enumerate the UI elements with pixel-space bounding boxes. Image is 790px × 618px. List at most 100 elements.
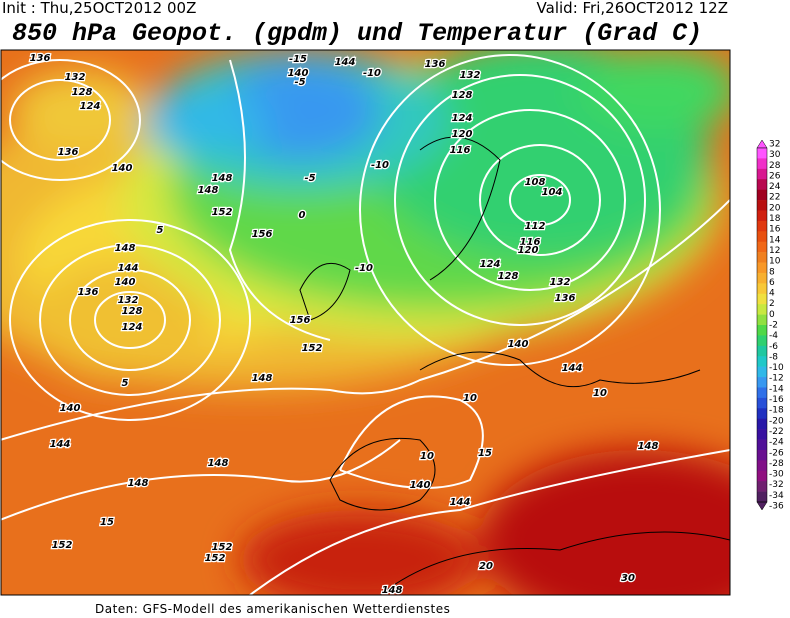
contour-label: 148 [208,458,229,469]
contour-label: 15 [100,517,114,528]
colorbar-segment [757,148,767,159]
colorbar-label: -30 [769,470,784,480]
colorbar-segment [757,387,767,399]
colorbar-segment [757,200,767,211]
contour-label: 30 [621,573,635,584]
contour-label: 5 [122,378,129,389]
contour-label: 140 [288,68,309,79]
contour-label: 140 [410,480,431,491]
contour-label: 148 [128,478,149,489]
contour-label: 136 [30,53,51,64]
contour-label: 124 [80,101,101,112]
colorbar-label: -24 [769,438,784,448]
colorbar-segment [757,429,767,440]
contour-label: 136 [78,287,99,298]
colorbar-segment [757,345,767,357]
colorbar-label: 22 [769,193,780,203]
contour-label: 10 [593,388,607,399]
colorbar-label: -26 [769,448,784,458]
map-area: 1361321281241361401481521561481441401361… [1,50,730,596]
contour-label: 116 [450,145,471,156]
colorbar-segment [757,408,767,420]
colorbar-segment [757,335,767,347]
colorbar-segment [757,304,767,315]
colorbar-segment [757,366,767,378]
contour-label: -5 [304,173,315,184]
colorbar-label: 28 [769,161,781,171]
colorbar-segment [757,356,767,367]
colorbar-segment [757,241,767,253]
contour-label: 144 [450,497,471,508]
contour-label: 20 [479,561,493,572]
colorbar-segment [757,210,767,222]
colorbar-label: 24 [769,182,781,192]
contour-label: 140 [508,339,529,350]
colorbar-segment [757,293,767,305]
contour-label: 128 [122,306,143,317]
colorbar-segment [757,189,767,201]
contour-label: 128 [72,87,93,98]
colorbar-label: -4 [769,331,778,341]
colorbar-label: 30 [769,150,781,160]
colorbar-label: -16 [769,395,784,405]
colorbar-segment [757,377,767,388]
contour-label: 120 [452,129,473,140]
contour-label: 136 [425,59,446,70]
contour-label: 152 [205,553,226,564]
colorbar-segment [757,481,767,492]
colorbar-segment [757,220,767,232]
contour-label: 116 [520,237,541,248]
colorbar-segment [757,168,767,180]
colorbar-label: -18 [769,406,784,416]
contour-label: 10 [463,393,477,404]
colorbar-segment [757,460,767,472]
colorbar-label: -20 [769,416,784,426]
contour-label: 144 [562,363,583,374]
map-frame [0,49,731,596]
colorbar-label: -8 [769,352,778,362]
contour-label: 0 [299,210,306,221]
contour-label: 124 [452,113,473,124]
contour-label: 152 [212,542,233,553]
colorbar-label: 26 [769,171,781,181]
contour-label: 140 [115,277,136,288]
colorbar-label: 10 [769,257,781,267]
colorbar-bottom-arrow [756,501,768,511]
contour-label: 132 [550,277,571,288]
contour-label: 152 [302,343,323,354]
valid-time: Valid: Fri,26OCT2012 12Z [537,0,728,17]
contour-label: 10 [420,451,434,462]
colorbar-label: -36 [769,502,784,512]
colorbar-label: -28 [769,459,784,469]
colorbar-segment [757,397,767,409]
colorbar-segment [757,439,767,451]
contour-label: 148 [252,373,273,384]
colorbar-label: 6 [769,278,775,288]
colorbar-segment [757,491,767,503]
contour-labels: 1361321281241361401481521561481441401361… [28,52,659,596]
colorbar-segment [757,418,767,430]
contour-label: 112 [525,221,546,232]
colorbar-label: 16 [769,225,781,235]
colorbar-label: -10 [769,363,784,373]
colorbar-segment [757,314,767,326]
colorbar-top-arrow [756,139,768,149]
contour-label: 152 [212,207,233,218]
contour-label: -10 [355,263,373,274]
contour-label: 104 [542,187,563,198]
colorbar: 32302826242220181614121086420-2-4-6-8-10… [756,139,784,512]
colorbar-segment [757,470,767,482]
init-time: Init : Thu,25OCT2012 00Z [2,0,196,17]
colorbar-label: -2 [769,321,778,331]
colorbar-label: 32 [769,140,780,150]
colorbar-frame [756,147,768,503]
contour-label: 15 [478,448,492,459]
contour-label: 108 [525,177,546,188]
colorbar-label: 8 [769,267,775,277]
contour-label: 148 [115,243,136,254]
contour-label: 148 [382,585,403,596]
contour-label: 128 [498,271,519,282]
colorbar-label: -14 [769,384,784,394]
colorbar-segment [757,231,767,243]
